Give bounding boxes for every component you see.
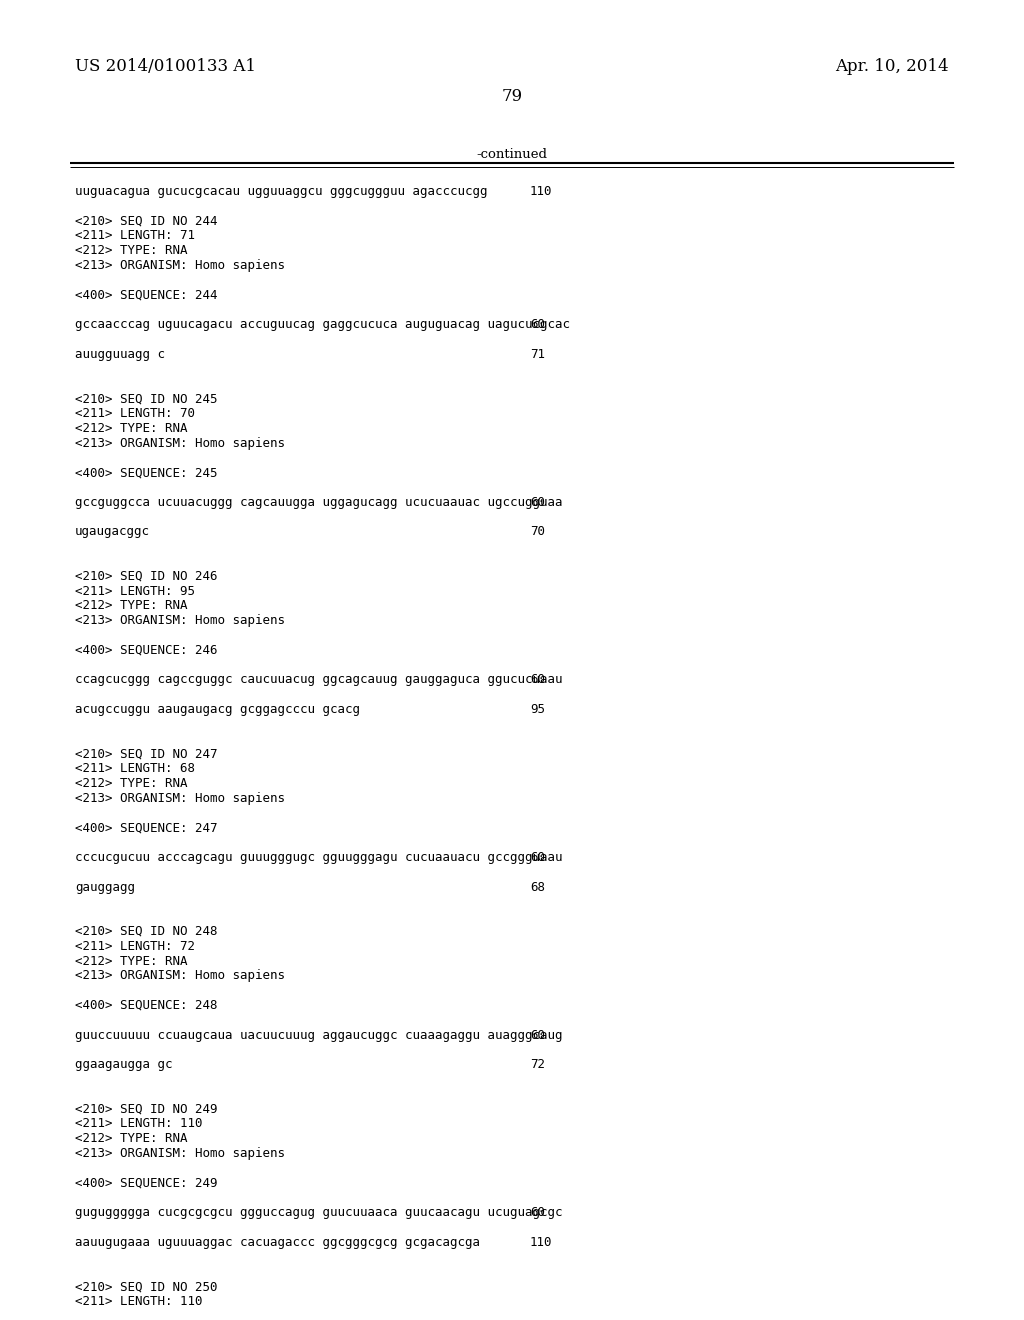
Text: <212> TYPE: RNA: <212> TYPE: RNA	[75, 599, 187, 612]
Text: <400> SEQUENCE: 245: <400> SEQUENCE: 245	[75, 466, 217, 479]
Text: 60: 60	[530, 851, 545, 865]
Text: gccguggcca ucuuacuggg cagcauugga uggagucagg ucucuaauac ugccugguaa: gccguggcca ucuuacuggg cagcauugga uggaguc…	[75, 496, 562, 508]
Text: <211> LENGTH: 72: <211> LENGTH: 72	[75, 940, 195, 953]
Text: <211> LENGTH: 95: <211> LENGTH: 95	[75, 585, 195, 598]
Text: <211> LENGTH: 68: <211> LENGTH: 68	[75, 762, 195, 775]
Text: 110: 110	[530, 185, 553, 198]
Text: gccaacccag uguucagacu accuguucag gaggcucuca auguguacag uagucucgcac: gccaacccag uguucagacu accuguucag gaggcuc…	[75, 318, 570, 331]
Text: <210> SEQ ID NO 250: <210> SEQ ID NO 250	[75, 1280, 217, 1294]
Text: <212> TYPE: RNA: <212> TYPE: RNA	[75, 777, 187, 789]
Text: <212> TYPE: RNA: <212> TYPE: RNA	[75, 422, 187, 434]
Text: 60: 60	[530, 1206, 545, 1220]
Text: <213> ORGANISM: Homo sapiens: <213> ORGANISM: Homo sapiens	[75, 437, 285, 450]
Text: 95: 95	[530, 704, 545, 715]
Text: 68: 68	[530, 880, 545, 894]
Text: <213> ORGANISM: Homo sapiens: <213> ORGANISM: Homo sapiens	[75, 1147, 285, 1160]
Text: <400> SEQUENCE: 249: <400> SEQUENCE: 249	[75, 1176, 217, 1189]
Text: -continued: -continued	[476, 148, 548, 161]
Text: <212> TYPE: RNA: <212> TYPE: RNA	[75, 1133, 187, 1146]
Text: 72: 72	[530, 1059, 545, 1072]
Text: 110: 110	[530, 1236, 553, 1249]
Text: gauggagg: gauggagg	[75, 880, 135, 894]
Text: <210> SEQ ID NO 248: <210> SEQ ID NO 248	[75, 925, 217, 939]
Text: <400> SEQUENCE: 246: <400> SEQUENCE: 246	[75, 644, 217, 657]
Text: <213> ORGANISM: Homo sapiens: <213> ORGANISM: Homo sapiens	[75, 259, 285, 272]
Text: cccucgucuu acccagcagu guuugggugc gguugggagu cucuaauacu gccggguaau: cccucgucuu acccagcagu guuugggugc gguuggg…	[75, 851, 562, 865]
Text: <211> LENGTH: 110: <211> LENGTH: 110	[75, 1118, 203, 1130]
Text: guuccuuuuu ccuaugcaua uacuucuuug aggaucuggc cuaaagaggu auagggcaug: guuccuuuuu ccuaugcaua uacuucuuug aggaucu…	[75, 1028, 562, 1041]
Text: <213> ORGANISM: Homo sapiens: <213> ORGANISM: Homo sapiens	[75, 792, 285, 805]
Text: auugguuagg c: auugguuagg c	[75, 347, 165, 360]
Text: 60: 60	[530, 496, 545, 508]
Text: <210> SEQ ID NO 247: <210> SEQ ID NO 247	[75, 747, 217, 760]
Text: <213> ORGANISM: Homo sapiens: <213> ORGANISM: Homo sapiens	[75, 969, 285, 982]
Text: ccagcucggg cagccguggc caucuuacug ggcagcauug gauggaguca ggucucuaau: ccagcucggg cagccguggc caucuuacug ggcagca…	[75, 673, 562, 686]
Text: <211> LENGTH: 110: <211> LENGTH: 110	[75, 1295, 203, 1308]
Text: 71: 71	[530, 347, 545, 360]
Text: <210> SEQ ID NO 249: <210> SEQ ID NO 249	[75, 1102, 217, 1115]
Text: 60: 60	[530, 318, 545, 331]
Text: <400> SEQUENCE: 244: <400> SEQUENCE: 244	[75, 289, 217, 301]
Text: US 2014/0100133 A1: US 2014/0100133 A1	[75, 58, 256, 75]
Text: <211> LENGTH: 71: <211> LENGTH: 71	[75, 230, 195, 243]
Text: 60: 60	[530, 673, 545, 686]
Text: <400> SEQUENCE: 248: <400> SEQUENCE: 248	[75, 999, 217, 1012]
Text: <212> TYPE: RNA: <212> TYPE: RNA	[75, 954, 187, 968]
Text: <210> SEQ ID NO 245: <210> SEQ ID NO 245	[75, 392, 217, 405]
Text: uuguacagua gucucgcacau ugguuaggcu gggcuggguu agacccucgg: uuguacagua gucucgcacau ugguuaggcu gggcug…	[75, 185, 487, 198]
Text: <210> SEQ ID NO 246: <210> SEQ ID NO 246	[75, 570, 217, 583]
Text: <400> SEQUENCE: 247: <400> SEQUENCE: 247	[75, 821, 217, 834]
Text: Apr. 10, 2014: Apr. 10, 2014	[836, 58, 949, 75]
Text: 79: 79	[502, 88, 522, 106]
Text: ugaugacggc: ugaugacggc	[75, 525, 150, 539]
Text: <211> LENGTH: 70: <211> LENGTH: 70	[75, 407, 195, 420]
Text: 60: 60	[530, 1028, 545, 1041]
Text: acugccuggu aaugaugacg gcggagcccu gcacg: acugccuggu aaugaugacg gcggagcccu gcacg	[75, 704, 360, 715]
Text: <212> TYPE: RNA: <212> TYPE: RNA	[75, 244, 187, 257]
Text: ggaagaugga gc: ggaagaugga gc	[75, 1059, 172, 1072]
Text: <210> SEQ ID NO 244: <210> SEQ ID NO 244	[75, 215, 217, 227]
Text: aauugugaaa uguuuaggac cacuagaccc ggcgggcgcg gcgacagcga: aauugugaaa uguuuaggac cacuagaccc ggcgggc…	[75, 1236, 480, 1249]
Text: guguggggga cucgcgcgcu ggguccagug guucuuaaca guucaacagu ucuguagcgc: guguggggga cucgcgcgcu ggguccagug guucuua…	[75, 1206, 562, 1220]
Text: 70: 70	[530, 525, 545, 539]
Text: <213> ORGANISM: Homo sapiens: <213> ORGANISM: Homo sapiens	[75, 614, 285, 627]
